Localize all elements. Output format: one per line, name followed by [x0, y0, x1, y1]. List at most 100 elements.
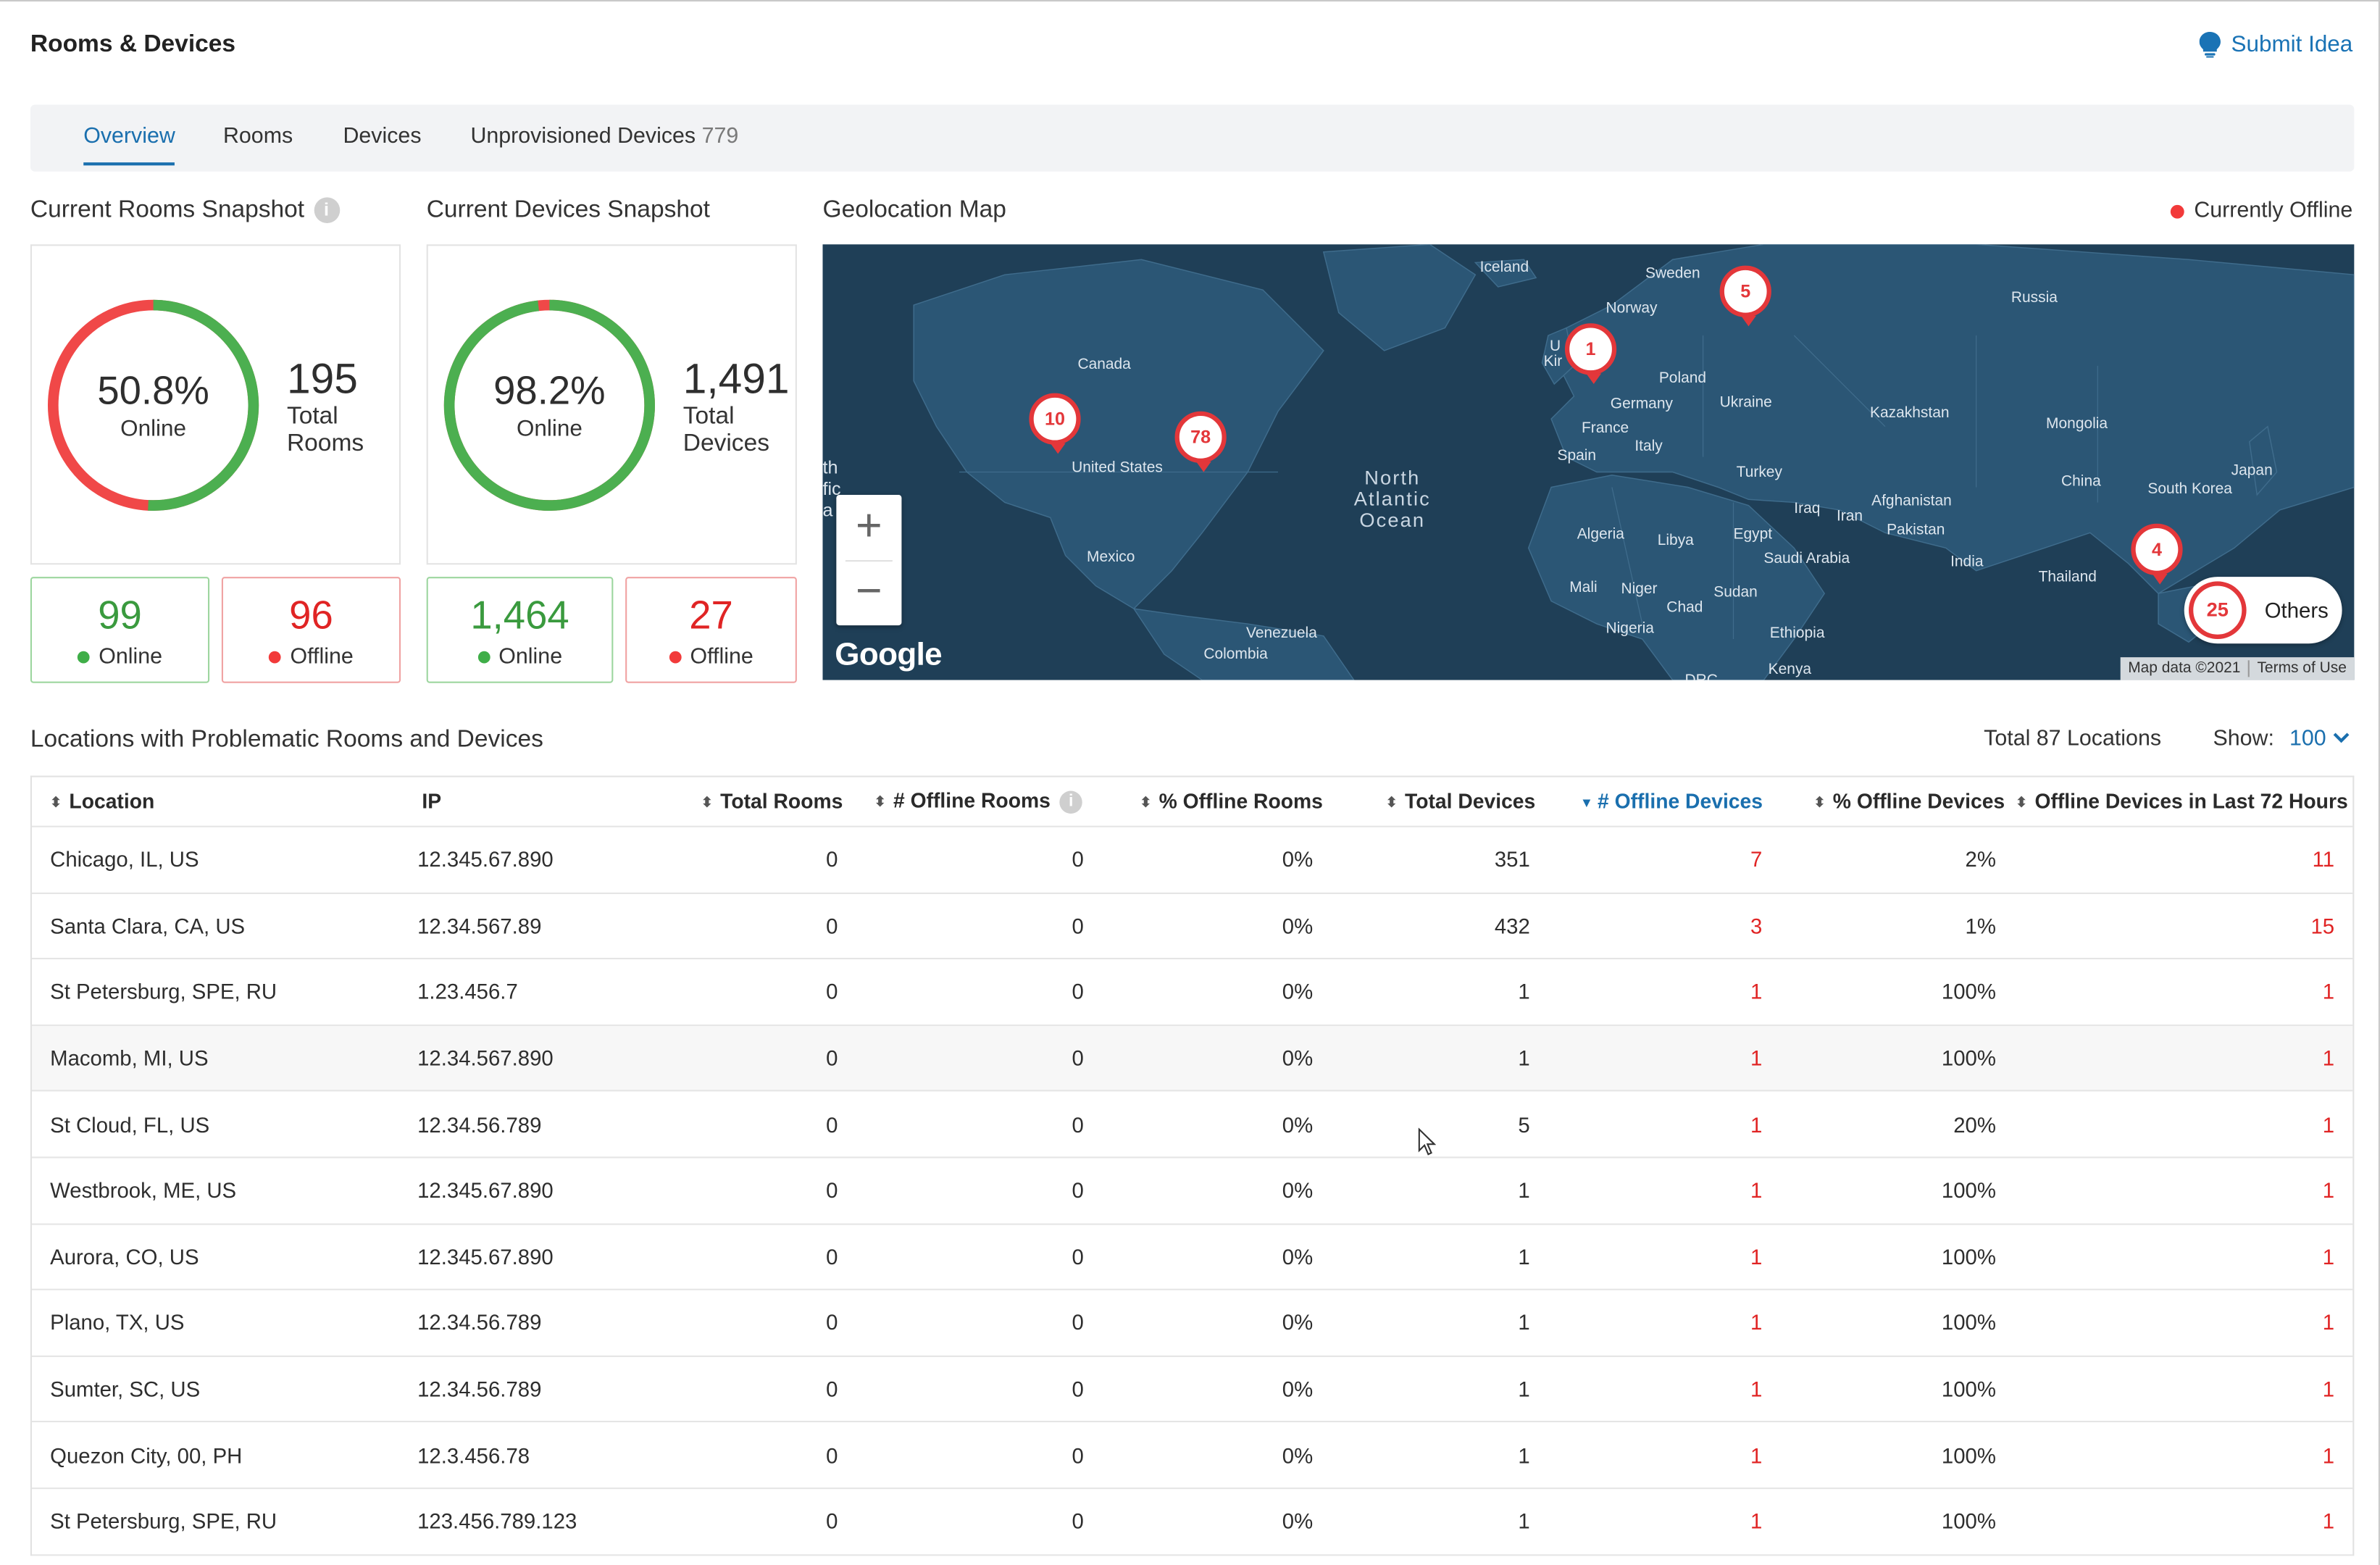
- cell-offline-72h: 11: [2312, 847, 2335, 872]
- cell-pct-offline-rooms: 0%: [1282, 1111, 1314, 1137]
- map-label-ethiopia: Ethiopia: [1769, 625, 1825, 643]
- tab-unprovisioned-devices[interactable]: Unprovisioned Devices 779: [470, 125, 738, 149]
- online-dot-icon: [477, 651, 490, 664]
- table-row[interactable]: Aurora, CO, US 12.345.67.890 0 0 0% 1 1 100% 1: [31, 1224, 2353, 1291]
- table-row[interactable]: St Cloud, FL, US 12.34.56.789 0 0 0% 5 1 20% 1: [31, 1092, 2353, 1159]
- map-label-algeria: Algeria: [1577, 526, 1624, 544]
- col-location-label: Location: [69, 790, 155, 813]
- cell-offline-72h: 1: [2322, 1244, 2335, 1269]
- rooms-online-percent-label: Online: [120, 416, 186, 442]
- col-pct-offline-devices-label: % Offline Devices: [1832, 790, 2005, 813]
- submit-idea-label: Submit Idea: [2231, 31, 2353, 58]
- cell-location: Quezon City, 00, PH: [50, 1443, 243, 1468]
- col-location[interactable]: ⬍ Location: [50, 790, 155, 813]
- col-total-rooms[interactable]: ⬍ Total Rooms: [701, 790, 843, 813]
- cell-location: Plano, TX, US: [50, 1310, 185, 1335]
- devices-total-label: Total Devices: [683, 404, 769, 458]
- map-pin-uk[interactable]: 1: [1564, 323, 1617, 385]
- tab-rooms[interactable]: Rooms: [222, 124, 293, 149]
- cell-total-devices: 1: [1518, 1310, 1530, 1335]
- cell-offline-rooms: 0: [1072, 1310, 1084, 1335]
- geolocation-map[interactable]: Iceland Sweden Norway Russia Canada Pola…: [822, 244, 2355, 680]
- map-label-mali: Mali: [1569, 580, 1598, 597]
- map-pin-asia[interactable]: 4: [2131, 523, 2183, 585]
- info-icon[interactable]: i: [1059, 790, 1082, 814]
- cell-total-devices: 1: [1518, 1046, 1530, 1071]
- table-row[interactable]: Chicago, IL, US 12.345.67.890 0 0 0% 351 7 2% 11: [31, 827, 2353, 894]
- show-label: Show:: [2213, 727, 2274, 752]
- map-pin-sweden[interactable]: 5: [1719, 265, 1771, 327]
- cell-total-devices: 432: [1494, 913, 1530, 938]
- cell-offline-rooms: 0: [1072, 1178, 1084, 1203]
- map-label-ukraine: Ukraine: [1719, 394, 1772, 412]
- map-label-thailand: Thailand: [2038, 569, 2097, 586]
- submit-idea-link[interactable]: Submit Idea: [2199, 31, 2353, 58]
- rooms-online-box[interactable]: 99 Online: [30, 577, 210, 683]
- devices-offline-box[interactable]: 27 Offline: [625, 577, 797, 683]
- cell-total-rooms: 0: [826, 980, 838, 1004]
- cell-total-rooms: 0: [826, 1046, 838, 1071]
- table-row[interactable]: St Petersburg, SPE, RU 1.23.456.7 0 0 0% 1 1 10…: [31, 959, 2353, 1026]
- zoom-out-button[interactable]: −: [856, 566, 882, 617]
- cell-total-rooms: 0: [826, 1244, 838, 1269]
- cell-pct-offline-rooms: 0%: [1282, 980, 1314, 1004]
- offline-dot-icon: [669, 651, 681, 664]
- map-label-drc: DRC: [1684, 672, 1717, 680]
- col-pct-offline-rooms[interactable]: ⬍% Offline Rooms: [1140, 790, 1323, 813]
- terms-of-use-link[interactable]: Terms of Use: [2247, 660, 2354, 677]
- map-pin-east-us[interactable]: 78: [1174, 411, 1227, 472]
- devices-online-percent-label: Online: [516, 416, 583, 442]
- table-row[interactable]: St Petersburg, SPE, RU 123.456.789.123 0 0 0…: [31, 1489, 2353, 1556]
- tab-overview[interactable]: Overview: [83, 124, 176, 166]
- col-offline-devices[interactable]: ▾ # Offline Devices: [1583, 790, 1763, 813]
- table-row[interactable]: Macomb, MI, US 12.34.567.890 0 0 0% 1 1 100% 1: [31, 1025, 2353, 1093]
- info-icon[interactable]: i: [313, 197, 340, 224]
- cell-pct-offline-devices: 100%: [1941, 1310, 1996, 1335]
- table-row[interactable]: Sumter, SC, US 12.34.56.789 0 0 0% 1 1 100% 1: [31, 1356, 2353, 1423]
- map-label-niger: Niger: [1621, 581, 1658, 598]
- map-ocean-label: North Atlantic Ocean: [1354, 467, 1431, 531]
- tab-unprovisioned-label: Unprovisioned Devices: [470, 124, 696, 149]
- cell-offline-72h: 15: [2310, 913, 2335, 938]
- map-pin-west-us[interactable]: 10: [1029, 393, 1081, 454]
- rooms-snapshot-title: Current Rooms Snapshot i: [30, 197, 340, 225]
- cell-pct-offline-devices: 20%: [1953, 1111, 1996, 1137]
- online-dot-icon: [77, 651, 90, 664]
- col-pct-offline-devices[interactable]: ⬍% Offline Devices: [1813, 790, 2005, 813]
- show-count-dropdown[interactable]: 100: [2289, 727, 2349, 752]
- table-row[interactable]: Westbrook, ME, US 12.345.67.890 0 0 0% 1 1 100%…: [31, 1158, 2353, 1224]
- col-total-devices[interactable]: ⬍ Total Devices: [1385, 790, 1536, 813]
- map-label-afghanistan: Afghanistan: [1871, 493, 1952, 510]
- map-land-shapes: [913, 244, 2355, 680]
- google-logo[interactable]: Google: [835, 637, 943, 673]
- devices-online-box[interactable]: 1,464 Online: [426, 577, 614, 683]
- map-label-south-korea: South Korea: [2147, 481, 2232, 498]
- cell-total-devices: 1: [1518, 1443, 1530, 1468]
- tab-devices[interactable]: Devices: [343, 124, 422, 149]
- table-row[interactable]: Quezon City, 00, PH 12.3.456.78 0 0 0% 1 1 100%…: [31, 1423, 2353, 1490]
- cell-location: Aurora, CO, US: [50, 1244, 199, 1269]
- rooms-donut-online-arc: [47, 299, 259, 511]
- unprovisioned-count: 779: [701, 124, 739, 149]
- rooms-offline-box[interactable]: 96 Offline: [221, 577, 401, 683]
- show-count-value: 100: [2289, 727, 2326, 752]
- devices-online-count: 1,464: [470, 592, 569, 638]
- mouse-cursor-icon: [1418, 1127, 1436, 1156]
- map-label-iran: Iran: [1836, 508, 1863, 525]
- cell-total-rooms: 0: [826, 1310, 838, 1335]
- zoom-in-button[interactable]: +: [856, 501, 882, 551]
- cell-offline-72h: 1: [2322, 1178, 2335, 1203]
- table-row[interactable]: Santa Clara, CA, US 12.34.567.89 0 0 0% 432 3 1…: [31, 893, 2353, 960]
- cell-offline-devices: 1: [1750, 1244, 1763, 1269]
- table-row[interactable]: Plano, TX, US 12.34.56.789 0 0 0% 1 1 100% 1: [31, 1290, 2353, 1357]
- devices-total-label-line2: Devices: [682, 430, 769, 457]
- col-offline-rooms[interactable]: ⬍ # Offline Rooms i: [874, 789, 1082, 814]
- map-others-cluster[interactable]: 25 Others: [2184, 577, 2342, 644]
- rooms-snapshot-card: 50.8% Online 195 Total Rooms: [30, 244, 401, 565]
- col-offline-72h[interactable]: ⬍ Offline Devices in Last 72 Hours: [2016, 790, 2348, 813]
- table-body: Chicago, IL, US 12.345.67.890 0 0 0% 351 7 2% 11…: [31, 827, 2353, 1556]
- cell-location: Macomb, MI, US: [50, 1046, 209, 1071]
- cell-pct-offline-devices: 100%: [1941, 1508, 1996, 1534]
- cell-total-rooms: 0: [826, 1443, 838, 1468]
